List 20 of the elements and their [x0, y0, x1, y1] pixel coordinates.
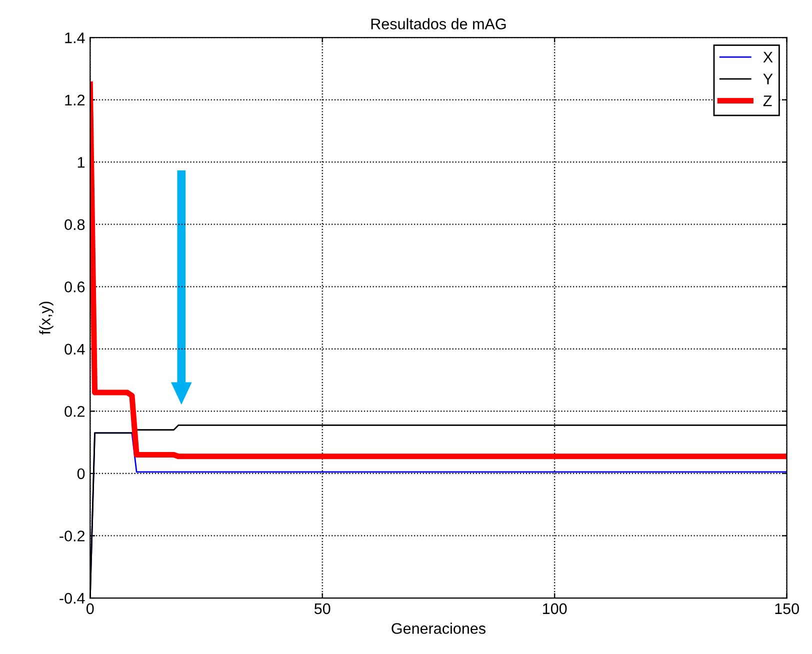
y-tick-label: 0.2 — [64, 406, 85, 417]
legend-label: X — [763, 52, 773, 62]
chart-title: Resultados de mAG — [371, 18, 506, 30]
y-tick-label: 1 — [78, 157, 85, 168]
y-tick-label: 0.4 — [64, 344, 85, 355]
x-tick-label: 0 — [86, 603, 94, 614]
y-tick-label: 1.2 — [65, 94, 85, 106]
x-tick-label: 150 — [775, 603, 799, 614]
y-tick-label: -0.4 — [60, 592, 85, 604]
y-tick-label: -0.2 — [60, 530, 85, 542]
x-tick-label: 100 — [543, 603, 567, 614]
legend-label: Y — [763, 74, 773, 84]
y-tick-label: 1.4 — [65, 32, 85, 44]
y-tick-label: 0.8 — [64, 219, 85, 230]
y-tick-label: 0 — [77, 468, 85, 480]
legend-label: Z — [763, 96, 772, 106]
y-axis-title: f(x,y) — [39, 302, 54, 335]
x-axis-title: Generaciones — [392, 622, 486, 634]
y-tick-label: 0.6 — [64, 282, 85, 292]
x-tick-label: 50 — [314, 603, 330, 614]
